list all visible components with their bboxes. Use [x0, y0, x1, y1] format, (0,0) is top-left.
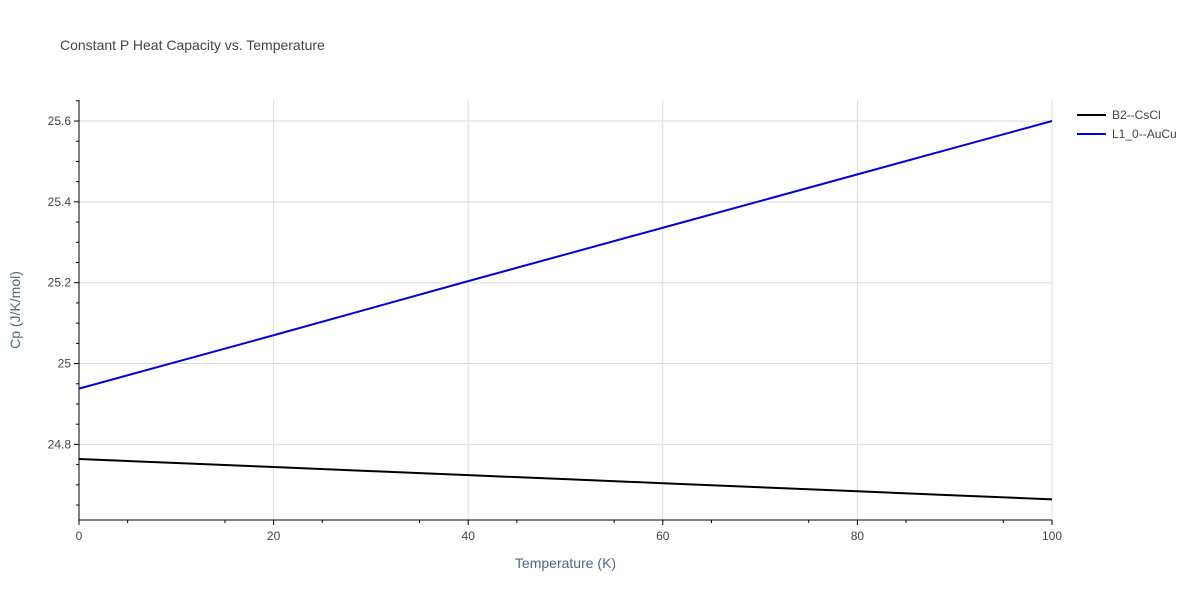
- x-tick-label: 80: [851, 529, 865, 543]
- grid-lines: [79, 100, 1053, 520]
- series-lines: [78, 120, 1053, 501]
- series-line-0: [78, 457, 1053, 501]
- y-axis-title: Cp (J/K/mol): [7, 271, 23, 349]
- y-tick-label: 25.4: [48, 195, 72, 209]
- legend: B2--CsCl L1_0--AuCu: [1077, 108, 1177, 141]
- x-tick-label: 100: [1042, 529, 1062, 543]
- x-tick-label: 40: [462, 529, 476, 543]
- x-tick-label: 60: [656, 529, 670, 543]
- axes: 0 20 40 60 80 100 24.8 25 25.2 25.4 25.6: [48, 100, 1062, 543]
- y-tick-label: 24.8: [48, 437, 72, 451]
- x-tick-label: 0: [76, 529, 83, 543]
- legend-label: B2--CsCl: [1112, 108, 1161, 122]
- y-tick-label: 25.6: [48, 114, 72, 128]
- chart-title: Constant P Heat Capacity vs. Temperature: [60, 37, 325, 53]
- y-tick-label: 25.2: [48, 276, 72, 290]
- y-tick-label: 25: [58, 357, 72, 371]
- legend-label: L1_0--AuCu: [1112, 127, 1177, 141]
- series-line-1: [78, 120, 1053, 390]
- x-axis-title: Temperature (K): [515, 555, 616, 571]
- x-tick-label: 20: [267, 529, 281, 543]
